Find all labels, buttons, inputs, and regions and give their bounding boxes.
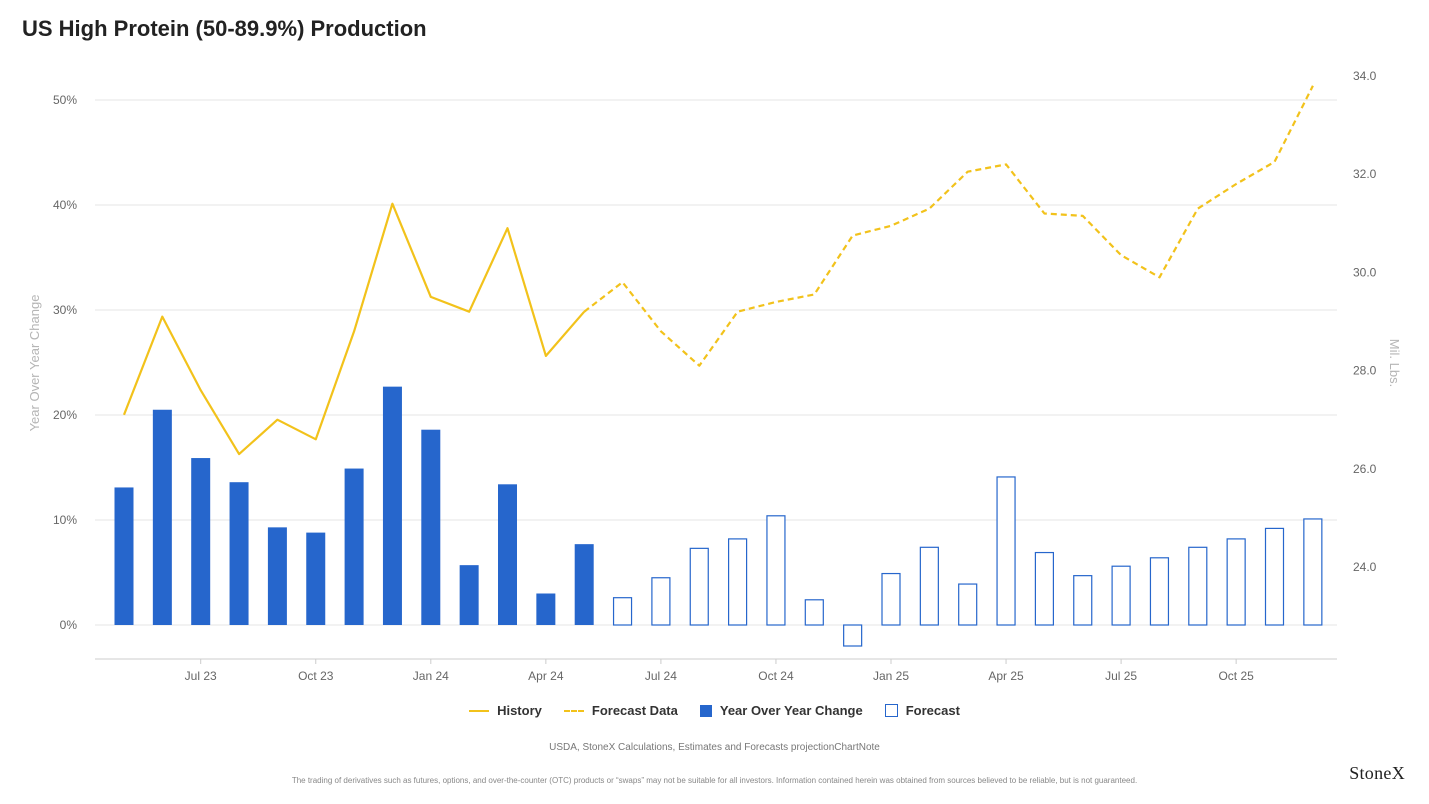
forecast-bar [804, 599, 824, 626]
history-line [122, 202, 586, 456]
forecast-bar [1111, 565, 1131, 626]
legend-swatch-forecast [884, 704, 898, 717]
disclaimer-text: The trading of derivatives such as futur… [291, 776, 1138, 785]
forecast-bar [1188, 546, 1208, 626]
forecast-bar [958, 583, 978, 626]
x-tick-label: Oct 24 [758, 669, 794, 683]
x-tick-label: Jul 24 [645, 669, 677, 683]
forecast-bar [727, 538, 748, 626]
yoy-bar [152, 409, 172, 625]
right-tick-label: 34.0 [1353, 69, 1377, 83]
legend-swatch-history [469, 709, 490, 712]
forecast-bar [843, 624, 863, 647]
yoy-bar [421, 429, 441, 625]
left-tick-label: 50% [53, 93, 77, 107]
x-tick-label: Oct 23 [298, 669, 334, 683]
legend-item-history[interactable]: History [469, 703, 542, 718]
yoy-bar [574, 544, 594, 625]
right-tick-label: 24.0 [1353, 560, 1377, 574]
x-tick-label: Apr 24 [528, 669, 564, 683]
left-tick-label: 10% [53, 513, 77, 527]
yoy-bar [267, 527, 287, 625]
forecast-bar [689, 547, 709, 626]
legend-label-forecast: Forecast [905, 703, 960, 718]
right-tick-label: 30.0 [1353, 265, 1377, 279]
right-tick-label: 28.0 [1353, 364, 1377, 378]
x-tick-label: Oct 25 [1218, 669, 1254, 683]
bar-series [114, 386, 1323, 647]
legend-item-yoy[interactable]: Year Over Year Change [699, 703, 863, 718]
yoy-bar [191, 458, 211, 625]
yoy-bar [344, 468, 364, 625]
forecast-bar [1073, 575, 1093, 626]
grid-lines [95, 99, 1337, 626]
line-series [122, 85, 1314, 456]
forecast-bar [1303, 518, 1323, 626]
x-tick-label: Jan 24 [413, 669, 449, 683]
forecast-bar [1149, 557, 1170, 626]
chart-title: US High Protein (50-89.9%) Production [22, 16, 427, 41]
legend-item-forecast-data[interactable]: Forecast Data [563, 703, 678, 718]
legend-label-history: History [497, 703, 542, 718]
x-axis: Jul 23 Oct 23 Jan 24 Apr 24 Jul 24 Oct 24 Jan … [95, 658, 1337, 683]
forecast-bar [996, 476, 1016, 626]
left-tick-label: 30% [53, 303, 77, 317]
stonex-logo: StoneX [1349, 763, 1405, 783]
forecast-bar [612, 597, 633, 626]
forecast-bar [651, 577, 671, 626]
forecast-bar [766, 515, 786, 626]
right-axis: 24.0 26.0 28.0 30.0 32.0 34.0 Mil. Lbs. [1353, 69, 1402, 574]
forecast-bar [1226, 538, 1246, 626]
legend-item-forecast[interactable]: Forecast [884, 703, 960, 718]
legend-swatch-forecast-data [563, 709, 584, 712]
x-tick-label: Jul 23 [185, 669, 217, 683]
forecast-bar [881, 572, 901, 626]
legend-label-forecast-data: Forecast Data [591, 703, 678, 718]
x-tick-label: Jul 25 [1105, 669, 1137, 683]
forecast-bar [919, 546, 939, 626]
x-tick-label: Apr 25 [988, 669, 1024, 683]
legend-label-yoy: Year Over Year Change [719, 703, 863, 718]
right-axis-title: Mil. Lbs. [1387, 339, 1402, 387]
yoy-bar [114, 487, 134, 625]
yoy-bar [306, 532, 326, 625]
left-axis-title: Year Over Year Change [27, 295, 42, 432]
chart-legend: History Forecast Data Year Over Year Cha… [0, 703, 1429, 718]
yoy-bar [459, 565, 479, 625]
left-tick-label: 0% [60, 618, 78, 632]
yoy-bar [498, 484, 517, 625]
forecast-bar [1034, 551, 1055, 626]
x-tick-label: Jan 25 [873, 669, 909, 683]
left-tick-label: 20% [53, 408, 77, 422]
yoy-bar [229, 482, 249, 625]
right-tick-label: 26.0 [1353, 462, 1377, 476]
forecast-data-line [583, 85, 1314, 367]
yoy-bar [536, 593, 556, 625]
forecast-bar [1264, 527, 1285, 626]
yoy-bar [382, 386, 402, 625]
right-tick-label: 32.0 [1353, 167, 1377, 181]
left-tick-label: 40% [53, 198, 77, 212]
legend-swatch-yoy [699, 704, 712, 717]
left-axis: 0% 10% 20% 30% 40% 50% Year Over Year Change [27, 93, 77, 632]
source-note: USDA, StoneX Calculations, Estimates and… [549, 742, 880, 753]
